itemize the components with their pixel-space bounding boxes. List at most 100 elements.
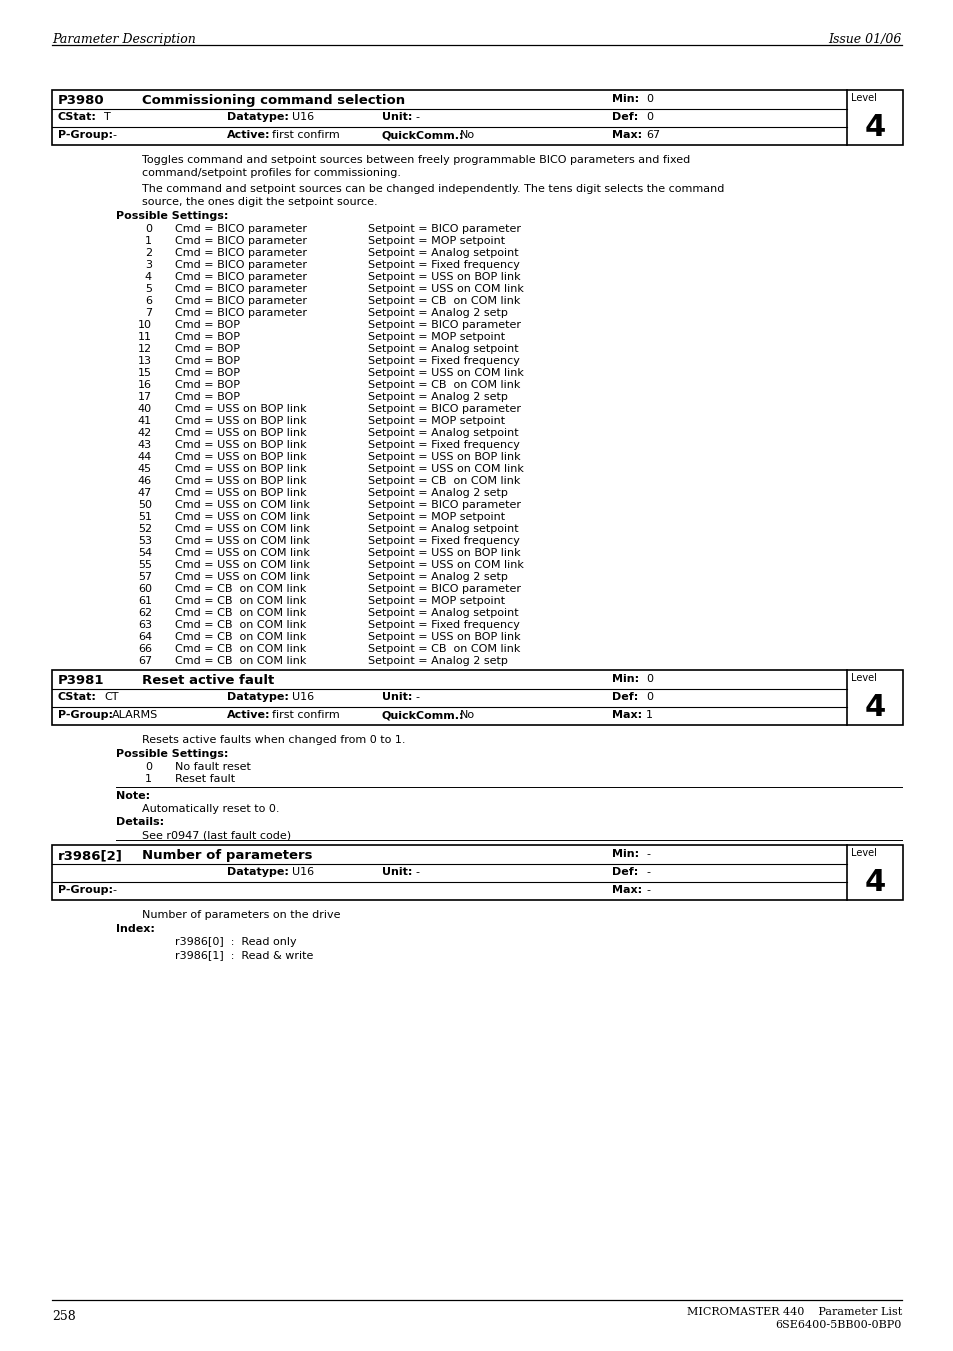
Text: Cmd = USS on COM link: Cmd = USS on COM link: [174, 500, 310, 509]
Text: P3980: P3980: [58, 95, 105, 107]
Text: Setpoint = Fixed frequency: Setpoint = Fixed frequency: [368, 440, 519, 450]
Text: Note:: Note:: [116, 790, 150, 801]
Text: Possible Settings:: Possible Settings:: [116, 211, 228, 222]
Text: Setpoint = CB  on COM link: Setpoint = CB on COM link: [368, 380, 519, 390]
Text: MICROMASTER 440    Parameter List: MICROMASTER 440 Parameter List: [686, 1306, 901, 1317]
Text: Setpoint = Analog setpoint: Setpoint = Analog setpoint: [368, 524, 518, 534]
Text: Index:: Index:: [116, 924, 154, 934]
Text: 3: 3: [145, 259, 152, 270]
Text: No: No: [459, 711, 475, 720]
Text: Def:: Def:: [612, 112, 638, 122]
Text: 0: 0: [645, 95, 652, 104]
Text: CStat:: CStat:: [58, 112, 97, 122]
Text: Setpoint = BICO parameter: Setpoint = BICO parameter: [368, 224, 520, 234]
Text: Level: Level: [850, 848, 876, 858]
Text: 16: 16: [138, 380, 152, 390]
Text: 62: 62: [138, 608, 152, 617]
Text: Setpoint = USS on COM link: Setpoint = USS on COM link: [368, 463, 523, 474]
Text: 55: 55: [138, 561, 152, 570]
Text: 67: 67: [138, 657, 152, 666]
Text: 64: 64: [138, 632, 152, 642]
Text: Cmd = CB  on COM link: Cmd = CB on COM link: [174, 596, 306, 607]
Text: P3981: P3981: [58, 674, 105, 688]
Text: Min:: Min:: [612, 95, 639, 104]
Text: Issue 01/06: Issue 01/06: [828, 32, 901, 46]
Text: Cmd = USS on BOP link: Cmd = USS on BOP link: [174, 463, 306, 474]
Text: 4: 4: [863, 867, 884, 897]
Text: CStat:: CStat:: [58, 692, 97, 703]
Text: Commissioning command selection: Commissioning command selection: [142, 95, 405, 107]
Text: Possible Settings:: Possible Settings:: [116, 748, 228, 759]
Text: Number of parameters: Number of parameters: [142, 848, 313, 862]
Text: Setpoint = USS on BOP link: Setpoint = USS on BOP link: [368, 453, 520, 462]
Text: 0: 0: [645, 674, 652, 684]
Text: Active:: Active:: [227, 130, 271, 141]
Text: -: -: [415, 692, 418, 703]
Text: 1: 1: [145, 774, 152, 784]
Text: Datatype:: Datatype:: [227, 692, 289, 703]
Text: 40: 40: [138, 404, 152, 413]
Text: Cmd = USS on COM link: Cmd = USS on COM link: [174, 512, 310, 521]
Text: 47: 47: [137, 488, 152, 499]
Text: source, the ones digit the setpoint source.: source, the ones digit the setpoint sour…: [142, 197, 377, 207]
Text: Reset fault: Reset fault: [174, 774, 234, 784]
Text: 11: 11: [138, 332, 152, 342]
Text: 12: 12: [138, 345, 152, 354]
Text: -: -: [112, 885, 116, 894]
Text: Cmd = USS on BOP link: Cmd = USS on BOP link: [174, 488, 306, 499]
Text: 57: 57: [138, 571, 152, 582]
Text: Cmd = BICO parameter: Cmd = BICO parameter: [174, 308, 307, 317]
Text: Setpoint = Fixed frequency: Setpoint = Fixed frequency: [368, 259, 519, 270]
Text: Datatype:: Datatype:: [227, 867, 289, 877]
Text: r3986[0]  :  Read only: r3986[0] : Read only: [174, 938, 296, 947]
Text: See r0947 (last fault code): See r0947 (last fault code): [142, 830, 291, 840]
Text: Setpoint = Analog 2 setp: Setpoint = Analog 2 setp: [368, 488, 507, 499]
Text: Cmd = BICO parameter: Cmd = BICO parameter: [174, 284, 307, 295]
Text: Reset active fault: Reset active fault: [142, 674, 274, 688]
Text: Cmd = CB  on COM link: Cmd = CB on COM link: [174, 644, 306, 654]
Text: Setpoint = MOP setpoint: Setpoint = MOP setpoint: [368, 512, 504, 521]
Text: Setpoint = Analog 2 setp: Setpoint = Analog 2 setp: [368, 571, 507, 582]
Text: Cmd = BOP: Cmd = BOP: [174, 332, 240, 342]
Text: Resets active faults when changed from 0 to 1.: Resets active faults when changed from 0…: [142, 735, 405, 744]
Text: 258: 258: [52, 1310, 75, 1323]
Text: Toggles command and setpoint sources between freely programmable BICO parameters: Toggles command and setpoint sources bet…: [142, 155, 690, 165]
Text: Cmd = BICO parameter: Cmd = BICO parameter: [174, 236, 307, 246]
Text: Cmd = USS on COM link: Cmd = USS on COM link: [174, 536, 310, 546]
Text: Setpoint = Fixed frequency: Setpoint = Fixed frequency: [368, 620, 519, 630]
Text: Active:: Active:: [227, 711, 271, 720]
Text: first confirm: first confirm: [272, 711, 339, 720]
Text: U16: U16: [292, 867, 314, 877]
Text: Parameter Description: Parameter Description: [52, 32, 195, 46]
Text: Setpoint = Analog setpoint: Setpoint = Analog setpoint: [368, 345, 518, 354]
Text: T: T: [104, 112, 111, 122]
Text: Cmd = BOP: Cmd = BOP: [174, 320, 240, 330]
Text: 66: 66: [138, 644, 152, 654]
Text: 10: 10: [138, 320, 152, 330]
Text: Cmd = BOP: Cmd = BOP: [174, 357, 240, 366]
Text: 2: 2: [145, 249, 152, 258]
Text: Cmd = BICO parameter: Cmd = BICO parameter: [174, 272, 307, 282]
Text: Level: Level: [850, 93, 876, 103]
Text: Cmd = USS on BOP link: Cmd = USS on BOP link: [174, 428, 306, 438]
Bar: [52, 844, 902, 900]
Text: Cmd = BICO parameter: Cmd = BICO parameter: [174, 259, 307, 270]
Text: Automatically reset to 0.: Automatically reset to 0.: [142, 804, 279, 815]
Text: Setpoint = USS on BOP link: Setpoint = USS on BOP link: [368, 632, 520, 642]
Text: P-Group:: P-Group:: [58, 711, 112, 720]
Text: -: -: [112, 130, 116, 141]
Text: 0: 0: [645, 112, 652, 122]
Text: The command and setpoint sources can be changed independently. The tens digit se: The command and setpoint sources can be …: [142, 184, 723, 195]
Text: CT: CT: [104, 692, 118, 703]
Text: Max:: Max:: [612, 885, 641, 894]
Text: 60: 60: [138, 584, 152, 594]
Text: Cmd = USS on COM link: Cmd = USS on COM link: [174, 524, 310, 534]
Text: Setpoint = Analog 2 setp: Setpoint = Analog 2 setp: [368, 392, 507, 403]
Text: Setpoint = BICO parameter: Setpoint = BICO parameter: [368, 500, 520, 509]
Text: -: -: [645, 848, 649, 859]
Text: 0: 0: [145, 762, 152, 771]
Text: 15: 15: [138, 367, 152, 378]
Text: 41: 41: [138, 416, 152, 426]
Text: P-Group:: P-Group:: [58, 885, 112, 894]
Text: Cmd = USS on BOP link: Cmd = USS on BOP link: [174, 440, 306, 450]
